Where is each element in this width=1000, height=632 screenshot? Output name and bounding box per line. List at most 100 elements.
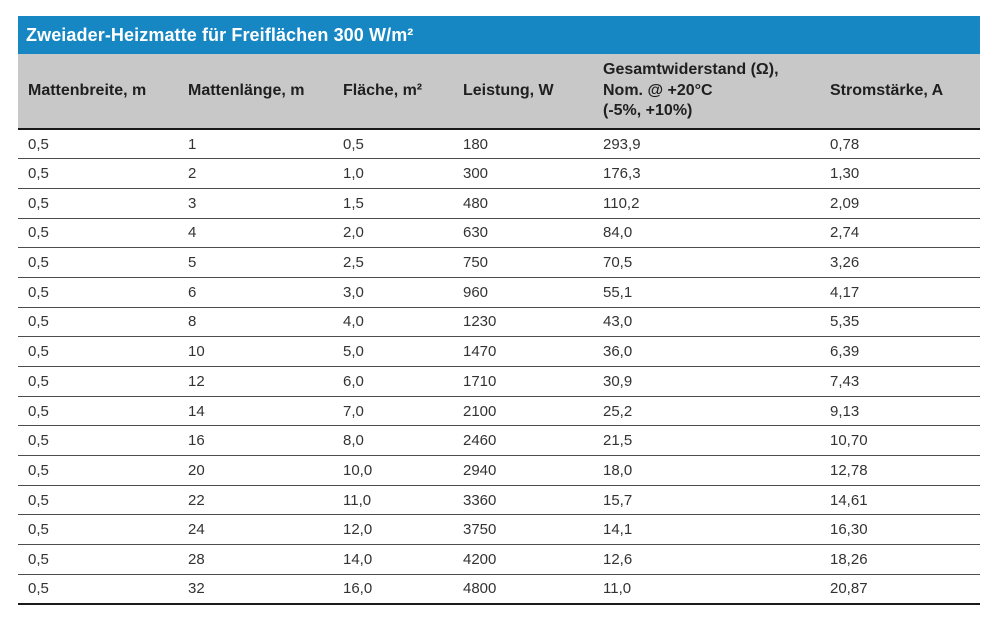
table-cell: 84,0 — [603, 224, 633, 242]
table-row: 0,5 4 2,0 630 84,0 2,74 — [18, 218, 980, 248]
table-cell: 0,5 — [28, 224, 49, 242]
column-header-mattenbreite: Mattenbreite, m — [18, 54, 178, 130]
table-row: 0,5 1 0,5 180 293,9 0,78 — [18, 129, 980, 159]
table-cell: 0,5 — [28, 491, 49, 509]
table-cell: 5,35 — [830, 313, 860, 331]
table-cell: 8 — [188, 313, 197, 331]
table-cell: 1230 — [463, 313, 497, 331]
table-row: 0,5 20 10,0 2940 18,0 12,78 — [18, 455, 980, 486]
table-cell: 0,5 — [343, 135, 364, 153]
table-cell: 3750 — [463, 521, 497, 539]
table-cell: 11,0 — [343, 491, 372, 509]
table-cell: 4 — [188, 224, 197, 242]
table-cell: 16,0 — [343, 580, 373, 598]
table-row: 0,5 6 3,0 960 55,1 4,17 — [18, 277, 980, 308]
table-row: 0,5 2 1,0 300 176,3 1,30 — [18, 158, 980, 189]
table-cell: 0,5 — [28, 461, 49, 479]
table-cell: 12,0 — [343, 521, 373, 539]
table-cell: 36,0 — [603, 343, 633, 361]
column-header-mattenlaenge: Mattenlänge, m — [178, 54, 333, 130]
table-cell: 1,5 — [343, 194, 364, 212]
table-cell: 4800 — [463, 580, 497, 598]
table-cell: 14 — [188, 402, 205, 420]
table-cell: 20,87 — [830, 580, 868, 598]
heizmatte-spec-table: Mattenbreite, m Mattenlänge, m Fläche, m… — [18, 54, 980, 605]
table-cell: 300 — [463, 165, 489, 183]
table-row: 0,5 16 8,0 2460 21,5 10,70 — [18, 425, 980, 456]
table-cell: 3 — [188, 194, 197, 212]
table-cell: 0,5 — [28, 283, 49, 301]
table-cell: 0,5 — [28, 343, 49, 361]
table-cell: 8,0 — [343, 432, 364, 450]
table-cell: 0,5 — [28, 194, 49, 212]
table-cell: 480 — [463, 194, 489, 212]
table-cell: 20 — [188, 461, 205, 479]
table-cell: 1,0 — [343, 165, 364, 183]
table-row: 0,5 10 5,0 1470 36,0 6,39 — [18, 336, 980, 367]
table-cell: 5 — [188, 254, 197, 272]
table-cell: 12 — [188, 372, 205, 390]
table-cell: 32 — [188, 580, 205, 598]
table-row: 0,5 8 4,0 1230 43,0 5,35 — [18, 307, 980, 337]
table-cell: 2,09 — [830, 194, 860, 212]
table-cell: 12,78 — [830, 461, 868, 479]
table-cell: 180 — [463, 135, 489, 153]
table-cell: 4200 — [463, 550, 497, 568]
table-cell: 16 — [188, 432, 205, 450]
table-cell: 10 — [188, 343, 205, 361]
table-cell: 0,5 — [28, 521, 49, 539]
table-cell: 15,7 — [603, 491, 633, 509]
table-cell: 16,30 — [830, 521, 868, 539]
table-title-bar: Zweiader-Heizmatte für Freiflächen 300 W… — [18, 16, 980, 54]
table-row: 0,5 14 7,0 2100 25,2 9,13 — [18, 396, 980, 426]
table-cell: 43,0 — [603, 313, 633, 331]
table-row: 0,5 3 1,5 480 110,2 2,09 — [18, 188, 980, 219]
table-row: 0,5 32 16,0 4800 11,0 20,87 — [18, 574, 980, 604]
table-cell: 630 — [463, 224, 489, 242]
table-cell: 18,26 — [830, 550, 868, 568]
table-cell: 0,5 — [28, 432, 49, 450]
table-cell: 70,5 — [603, 254, 633, 272]
table-header: Mattenbreite, m Mattenlänge, m Fläche, m… — [18, 54, 980, 130]
column-header-stromstaerke: Stromstärke, A — [820, 54, 980, 130]
table-cell: 960 — [463, 283, 489, 301]
table-header-row: Mattenbreite, m Mattenlänge, m Fläche, m… — [18, 54, 980, 130]
column-header-gesamtwiderstand: Gesamtwiderstand (Ω), Nom. @ +20°C (-5%,… — [593, 54, 820, 130]
table-cell: 14,0 — [343, 550, 373, 568]
table-cell: 10,70 — [830, 432, 868, 450]
table-cell: 55,1 — [603, 283, 633, 301]
table-cell: 0,5 — [28, 402, 49, 420]
table-cell: 11,0 — [603, 580, 632, 598]
table-cell: 10,0 — [343, 461, 373, 479]
table-cell: 2,5 — [343, 254, 364, 272]
table-cell: 14,1 — [603, 521, 633, 539]
table-cell: 0,5 — [28, 135, 49, 153]
table-cell: 1 — [188, 135, 197, 153]
table-cell: 2,74 — [830, 224, 860, 242]
table-cell: 0,5 — [28, 550, 49, 568]
table-cell: 6,0 — [343, 372, 364, 390]
table-cell: 25,2 — [603, 402, 633, 420]
table-cell: 14,61 — [830, 491, 868, 509]
table-cell: 2100 — [463, 402, 497, 420]
table-cell: 0,78 — [830, 135, 860, 153]
table-cell: 30,9 — [603, 372, 633, 390]
table-row: 0,5 24 12,0 3750 14,1 16,30 — [18, 514, 980, 545]
table-row: 0,5 22 11,0 3360 15,7 14,61 — [18, 485, 980, 515]
table-cell: 12,6 — [603, 550, 633, 568]
table-cell: 1,30 — [830, 165, 860, 183]
table-cell: 0,5 — [28, 372, 49, 390]
table-cell: 2,0 — [343, 224, 364, 242]
table-cell: 0,5 — [28, 580, 49, 598]
table-cell: 0,5 — [28, 165, 49, 183]
table-cell: 2460 — [463, 432, 497, 450]
table-row: 0,5 28 14,0 4200 12,6 18,26 — [18, 544, 980, 575]
table-cell: 24 — [188, 521, 205, 539]
table-title: Zweiader-Heizmatte für Freiflächen 300 W… — [26, 24, 414, 45]
table-cell: 3,0 — [343, 283, 364, 301]
table-cell: 18,0 — [603, 461, 633, 479]
table-cell: 0,5 — [28, 254, 49, 272]
table-cell: 7,43 — [830, 372, 860, 390]
table-cell: 1710 — [463, 372, 497, 390]
